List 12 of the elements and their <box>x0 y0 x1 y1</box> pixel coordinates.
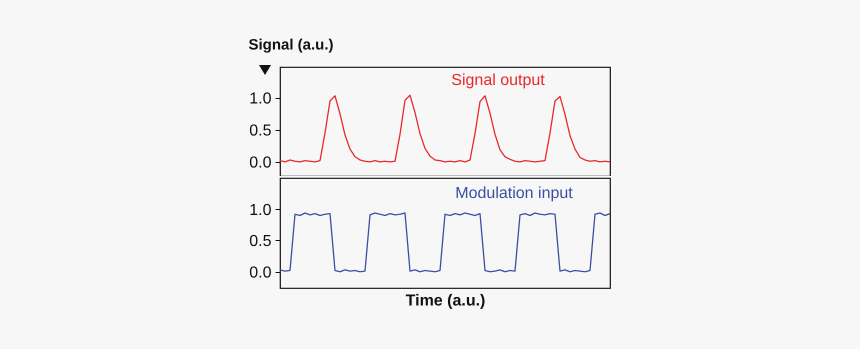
y-tick-label: 0.0 <box>249 264 272 282</box>
x-axis-title: Time (a.u.) <box>406 292 486 310</box>
y-tick-label: 1.0 <box>249 90 272 108</box>
line-series <box>280 94 610 163</box>
y-tick-label: 0.0 <box>249 154 272 172</box>
y-axis-title: Signal (a.u.) <box>248 36 334 54</box>
line-series <box>280 212 610 272</box>
y-tick-label: 0.5 <box>249 122 272 140</box>
series-label: Modulation input <box>455 185 574 202</box>
y-tick-label: 0.5 <box>249 233 272 250</box>
series-label: Signal output <box>451 72 546 89</box>
y-tick-label: 1.0 <box>249 202 272 219</box>
